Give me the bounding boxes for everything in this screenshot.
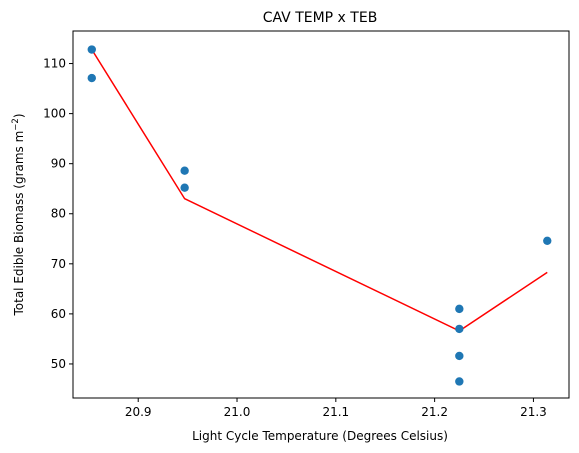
- y-tick-label: 80: [51, 207, 66, 221]
- y-axis-label-main: Total Edible Biomass (grams m: [12, 131, 26, 317]
- y-axis-ticks: 50 60 70 80 90 100 110: [43, 57, 73, 371]
- plot-area: 20.9 21.0 21.1 21.2 21.3 50 60 70 80 90 100 110: [43, 30, 570, 419]
- y-tick-label: 110: [43, 57, 66, 71]
- fit-line: [91, 49, 548, 332]
- y-axis-label: Total Edible Biomass (grams m−2): [11, 113, 26, 316]
- scatter-point: [455, 351, 464, 361]
- x-tick-label: 21.1: [322, 405, 349, 419]
- scatter-series: [87, 45, 552, 386]
- scatter-point: [87, 45, 96, 54]
- axes-frame: [72, 30, 570, 399]
- y-tick-label: 60: [51, 307, 66, 321]
- scatter-point: [180, 166, 189, 175]
- x-tick-label: 21.0: [224, 405, 251, 419]
- y-tick-label: 50: [51, 357, 66, 371]
- x-tick-label: 21.3: [520, 405, 547, 419]
- scatter-point: [543, 236, 552, 245]
- x-axis-label: Light Cycle Temperature (Degrees Celsius…: [192, 429, 448, 443]
- chart-title: CAV TEMP x TEB: [263, 10, 378, 26]
- x-tick-label: 20.9: [125, 405, 152, 419]
- fit-line-series: [91, 49, 548, 332]
- y-axis-label-superscript: −2: [11, 118, 21, 131]
- scatter-point: [455, 304, 464, 314]
- scatter-point: [455, 377, 464, 386]
- scatter-point: [180, 183, 189, 192]
- x-tick-label: 21.2: [421, 405, 448, 419]
- scatter-point: [87, 73, 96, 83]
- scatter-point: [455, 324, 464, 334]
- x-axis-ticks: 20.9 21.0 21.1 21.2 21.3: [125, 398, 547, 419]
- y-tick-label: 70: [51, 257, 66, 271]
- y-tick-label: 90: [51, 157, 66, 171]
- y-axis-label-close: ): [12, 113, 26, 118]
- y-tick-label: 100: [43, 107, 66, 121]
